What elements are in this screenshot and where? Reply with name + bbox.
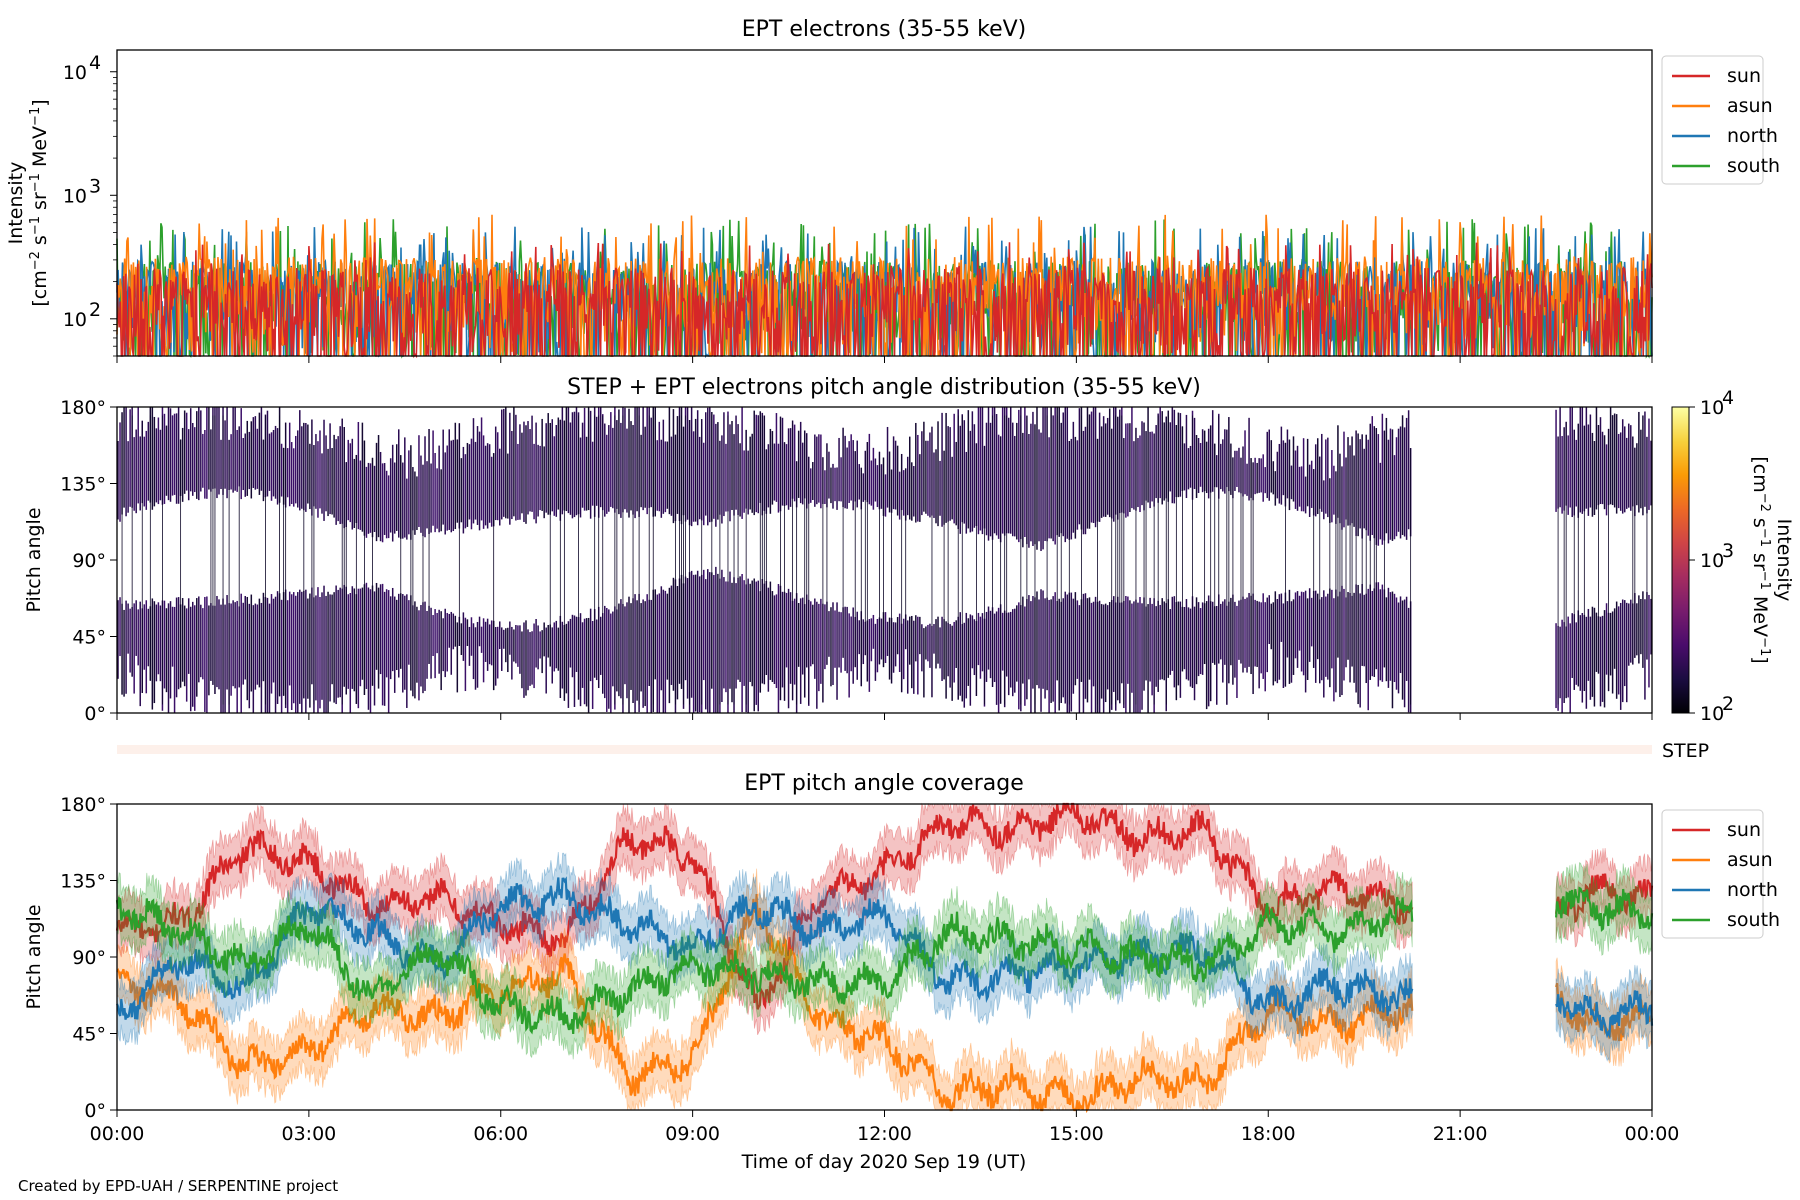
y-tick-label: 0° [84,703,106,725]
units-text: s [1749,512,1771,528]
y-tick-exponent: 4 [89,52,101,74]
band-north [116,851,1413,1046]
units-sup: −1 [1757,528,1772,547]
y-tick-label: 0° [84,1100,106,1122]
x-tick-label: 18:00 [1241,1123,1296,1145]
units-sup: −2 [1757,493,1772,512]
panel2-y-label: Pitch angle [23,507,45,612]
series-line-south [115,896,1414,1035]
y-tick-label: 180° [60,397,106,419]
units-sup: −1 [28,107,43,126]
units-text: MeV [1749,590,1771,637]
panel3-y-ticks: 0° 45° 90° 135° 180° [60,794,117,1122]
colorbar-label: Intensity [1773,519,1795,602]
y-tick-label: 45° [72,627,106,649]
colorbar-units: [cm−2 s−1 sr−1 MeV−1] [1749,456,1772,663]
x-tick-label: 06:00 [473,1123,528,1145]
units-text: [cm [1749,456,1771,492]
legend-box [1661,55,1764,185]
x-tick-label: 12:00 [857,1123,912,1145]
legend-label-sun: sun [1727,819,1761,841]
y-tick-label: 45° [72,1024,106,1046]
units-text: [cm [29,270,51,306]
legend-label-south: south [1727,909,1780,931]
y-tick-label: 10 [63,62,87,84]
band-south [116,871,1413,1060]
band-sun [116,802,1413,1035]
panel3-title: EPT pitch angle coverage [744,771,1024,796]
series-line-north [115,876,1414,1022]
legend-label-asun: asun [1727,95,1773,117]
panel3-plot-area [115,802,1654,1114]
series-line-sun [115,802,1414,1010]
legend-label-north: north [1727,879,1778,901]
units-sup: −1 [28,216,43,235]
series-line-sun [116,242,1653,359]
panel1-y-label: Intensity [5,162,27,245]
units-sup: −1 [1757,637,1772,656]
series-line-south [1555,886,1654,933]
units-text: ] [29,99,51,106]
legend-label-south: south [1727,155,1780,177]
y-tick-label: 90° [72,947,106,969]
y-tick-label: 10 [63,309,87,331]
units-sup: −1 [1757,571,1772,590]
panel1-y-units: [cm−2 s−1 sr−1 MeV−1] [28,99,51,306]
colorbar [1671,406,1690,714]
units-sup: −1 [28,173,43,192]
colorbar-tick-exponent: 2 [1722,693,1734,715]
legend-label-asun: asun [1727,849,1773,871]
y-tick-exponent: 3 [89,175,101,197]
x-axis-label: Time of day 2020 Sep 19 (UT) [741,1151,1027,1173]
units-text: MeV [29,126,51,173]
colorbar-tick-exponent: 3 [1722,540,1734,562]
panel1-x-tick-marks [116,356,1653,363]
y-tick-label: 180° [60,794,106,816]
series-line-north [1555,990,1654,1040]
units-text: sr [29,192,51,216]
colorbar-tick-label: 10 [1700,550,1724,572]
y-tick-exponent: 2 [89,299,101,321]
x-tick-label: 00:00 [1625,1123,1680,1145]
x-tick-label: 03:00 [281,1123,336,1145]
x-tick-label: 15:00 [1049,1123,1104,1145]
panel3-legend: sun asun north south [1661,809,1780,939]
panel1-title: EPT electrons (35-55 keV) [742,17,1027,42]
step-coverage-strip [117,745,1652,754]
colorbar-tick-label: 10 [1700,703,1724,725]
panel3-x-ticks: 00:00 03:00 06:00 09:00 12:00 15:00 18:00 21:00… [90,1110,1680,1145]
panel2-heatmap-area [117,407,1652,713]
step-strip-label: STEP [1662,740,1709,762]
colorbar-tick-label: 10 [1700,397,1724,419]
panel3-y-label: Pitch angle [23,904,45,1009]
units-text: s [29,235,51,251]
legend-box [1661,809,1764,939]
x-tick-label: 09:00 [665,1123,720,1145]
units-sup: −2 [28,251,43,270]
legend-label-sun: sun [1727,65,1761,87]
y-tick-label: 135° [60,474,106,496]
panel2-title: STEP + EPT electrons pitch angle distrib… [567,375,1201,400]
panel1-legend: sun asun north south [1661,55,1780,185]
credit-footer: Created by EPD-UAH / SERPENTINE project [18,1177,338,1195]
units-text: ] [1749,656,1771,663]
panel2-y-ticks: 0° 45° 90° 135° 180° [60,397,117,725]
x-tick-label: 21:00 [1433,1123,1488,1145]
y-tick-label: 135° [60,871,106,893]
units-text: sr [1749,547,1771,571]
x-tick-label: 00:00 [90,1123,145,1145]
legend-label-north: north [1727,125,1778,147]
panel2-x-tick-marks [116,713,1653,720]
y-tick-label: 10 [63,185,87,207]
y-tick-label: 90° [72,550,106,572]
colorbar-tick-exponent: 4 [1722,387,1734,409]
